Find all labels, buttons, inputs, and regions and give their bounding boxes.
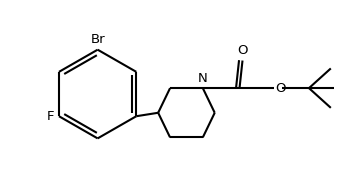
Text: O: O xyxy=(275,82,286,95)
Text: O: O xyxy=(237,44,248,57)
Text: F: F xyxy=(47,110,54,123)
Text: Br: Br xyxy=(90,33,105,46)
Text: N: N xyxy=(198,72,208,85)
